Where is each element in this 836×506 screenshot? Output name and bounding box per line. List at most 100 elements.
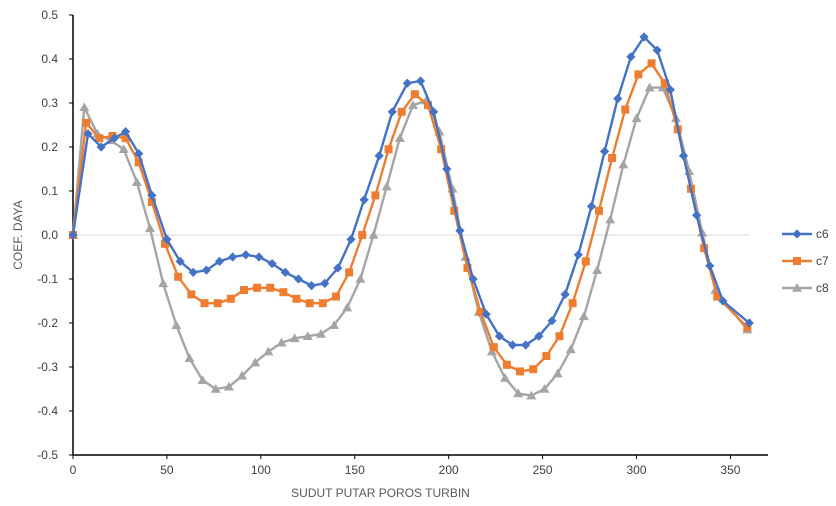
data-point-c6	[613, 94, 623, 104]
data-point-c7	[134, 158, 143, 167]
data-point-c6	[560, 289, 570, 299]
data-point-c6	[534, 331, 544, 341]
data-point-c7	[82, 118, 91, 127]
data-point-c6	[188, 267, 198, 277]
data-point-c6	[68, 230, 78, 240]
data-point-c6	[96, 142, 106, 152]
data-point-c6	[293, 274, 304, 284]
data-point-c7	[279, 288, 288, 297]
y-tick-label: 0.5	[41, 8, 58, 22]
data-point-c7	[410, 90, 419, 99]
data-point-c6	[374, 151, 384, 161]
tick-labels: 0.5 0.4 0.3 0.2 0.1 0.0 -0.1 -0.2 -0.3 -0.4 -0.5 0 5…	[37, 8, 740, 477]
x-tick-label: 50	[160, 463, 174, 477]
data-point-c6	[442, 164, 452, 174]
series-c6	[68, 32, 754, 350]
legend-label: c6	[816, 227, 829, 241]
data-point-c6	[109, 133, 119, 143]
data-point-c7	[502, 360, 511, 369]
data-point-c6	[521, 340, 531, 350]
data-point-c7	[331, 292, 340, 301]
data-point-c6	[320, 278, 330, 288]
data-point-c8	[407, 100, 418, 109]
data-point-c7	[174, 272, 183, 281]
x-tick-label: 200	[439, 463, 459, 477]
x-tick-label: 150	[345, 463, 365, 477]
data-point-c6	[175, 256, 185, 266]
data-point-c7	[516, 367, 525, 376]
data-point-c8	[237, 370, 248, 380]
data-point-c7	[621, 105, 630, 114]
data-point-c7	[318, 299, 327, 308]
data-point-c7	[95, 134, 104, 143]
legend-marker	[793, 257, 801, 265]
data-point-c6	[468, 274, 478, 284]
y-tick-label: 0.1	[41, 184, 58, 198]
y-tick-label: -0.1	[37, 272, 58, 286]
data-point-c6	[586, 201, 597, 211]
data-point-c7	[476, 308, 485, 316]
data-point-c7	[594, 206, 603, 215]
data-point-c8	[526, 390, 537, 400]
data-point-c7	[713, 292, 722, 301]
data-point-c8	[565, 344, 576, 354]
data-point-c6	[214, 256, 225, 266]
data-point-c7	[266, 283, 275, 292]
data-point-c6	[147, 190, 157, 200]
x-tick-label: 300	[626, 463, 646, 477]
data-point-c7	[555, 332, 564, 341]
data-point-c8	[381, 181, 392, 191]
data-point-c6	[359, 195, 369, 205]
x-tick-label: 250	[533, 463, 553, 477]
data-point-c8	[644, 82, 655, 92]
data-point-c7	[345, 268, 354, 277]
data-point-c8	[578, 311, 589, 321]
data-point-c8	[631, 113, 642, 123]
data-point-c6	[241, 250, 251, 260]
data-point-c8	[342, 302, 353, 312]
data-point-c6	[280, 267, 290, 277]
data-point-c6	[228, 252, 238, 262]
data-point-c7	[384, 145, 393, 154]
data-point-c8	[250, 357, 261, 367]
data-point-c7	[292, 294, 301, 303]
y-tick-label: -0.4	[37, 404, 58, 418]
data-point-c8	[605, 214, 616, 224]
data-point-c8	[223, 381, 234, 391]
data-point-c7	[213, 299, 222, 308]
series-c8	[68, 82, 753, 400]
x-axis-title: SUDUT PUTAR POROS TURBIN	[291, 486, 470, 500]
data-point-c6	[415, 76, 426, 86]
data-point-c6	[547, 316, 557, 326]
data-point-c7	[660, 79, 669, 88]
data-point-c8	[355, 274, 366, 283]
y-tick-label: -0.2	[37, 316, 58, 330]
data-point-c8	[289, 333, 300, 343]
data-point-c7	[463, 264, 472, 272]
data-point-c6	[254, 252, 264, 262]
data-point-c6	[744, 318, 754, 328]
data-point-c7	[743, 323, 752, 332]
data-point-c7	[489, 343, 498, 352]
legend-marker	[792, 283, 802, 292]
data-point-c6	[267, 259, 277, 269]
y-tick-label: 0.4	[41, 52, 58, 66]
data-point-c6	[429, 107, 439, 117]
data-point-c6	[333, 263, 343, 273]
data-point-c7	[187, 290, 196, 299]
data-point-c8	[552, 368, 563, 378]
y-tick-label: 0.3	[41, 96, 58, 110]
data-point-c8	[315, 329, 326, 338]
data-point-c8	[368, 230, 379, 239]
data-point-c6	[455, 226, 465, 236]
legend-item-c7: c7	[782, 254, 829, 268]
data-point-c6	[481, 309, 491, 319]
legend-item-c8: c8	[782, 281, 829, 295]
data-point-c8	[79, 102, 90, 112]
data-point-c6	[387, 107, 397, 117]
data-point-c8	[118, 144, 129, 153]
data-point-c8	[513, 388, 524, 398]
data-point-c8	[184, 353, 195, 362]
data-point-c7	[371, 191, 380, 200]
